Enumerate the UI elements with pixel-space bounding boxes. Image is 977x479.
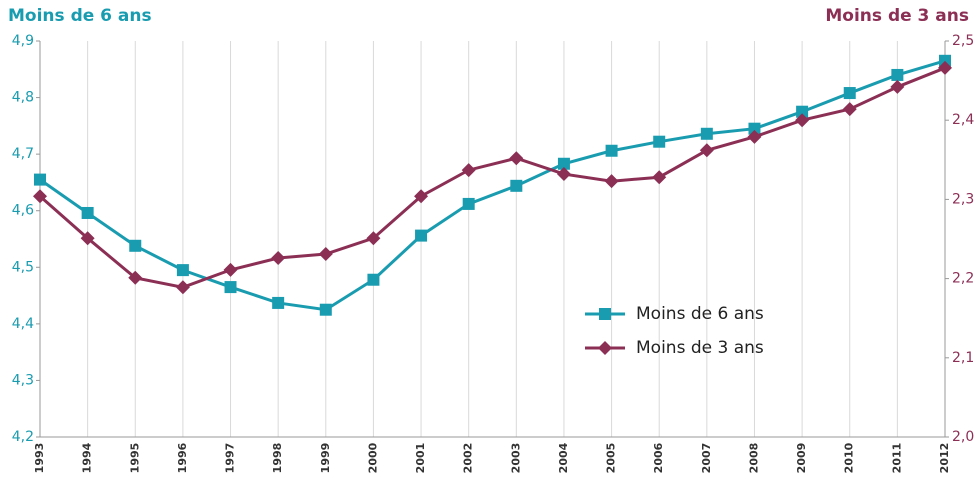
marker xyxy=(890,79,905,94)
legend-marker xyxy=(598,341,612,355)
marker xyxy=(175,280,190,295)
y2-axis-title: Moins de 3 ans xyxy=(825,6,969,26)
marker xyxy=(795,113,810,128)
y-axis-title: Moins de 6 ans xyxy=(8,6,152,26)
marker xyxy=(223,262,238,277)
marker xyxy=(462,197,475,210)
y2-tick-label: 2,4 xyxy=(952,112,974,128)
marker xyxy=(604,174,619,189)
y-tick-label: 4,2 xyxy=(12,429,34,445)
legend-label: Moins de 6 ans xyxy=(636,304,764,324)
marker xyxy=(271,251,286,266)
x-tick-label: 1998 xyxy=(271,443,284,474)
legend-label: Moins de 3 ans xyxy=(636,338,764,358)
marker xyxy=(366,231,381,246)
series-line xyxy=(39,66,946,289)
marker xyxy=(557,157,570,170)
y2-tick-label: 2,0 xyxy=(952,429,974,445)
marker xyxy=(80,231,95,246)
x-tick-label: 2000 xyxy=(366,442,379,473)
x-tick-label: 2002 xyxy=(462,443,475,474)
marker xyxy=(128,270,143,285)
marker xyxy=(748,122,761,135)
series-line xyxy=(39,59,946,312)
x-tick-label: 1993 xyxy=(33,443,46,474)
y-tick-label: 4,9 xyxy=(12,33,34,49)
marker xyxy=(842,102,857,117)
marker xyxy=(939,54,951,67)
marker xyxy=(605,144,618,157)
x-tick-label: 1994 xyxy=(81,442,94,473)
x-tick-label: 2012 xyxy=(938,443,951,474)
x-tick-label: 1995 xyxy=(128,443,141,474)
x-tick-label: 2009 xyxy=(795,443,808,474)
marker xyxy=(556,167,571,182)
y2-tick-label: 2,3 xyxy=(952,191,974,207)
marker xyxy=(129,239,142,252)
marker xyxy=(81,206,94,219)
marker xyxy=(796,105,809,118)
marker xyxy=(415,229,428,242)
marker xyxy=(938,60,952,75)
marker xyxy=(509,151,524,166)
x-tick-label: 2007 xyxy=(700,443,713,474)
x-tick-label: 2010 xyxy=(843,442,856,473)
y2-tick-label: 2,1 xyxy=(952,350,974,366)
y2-tick-label: 2,5 xyxy=(952,33,974,49)
x-tick-label: 2008 xyxy=(747,443,760,474)
marker xyxy=(700,127,713,140)
marker xyxy=(653,135,666,148)
marker xyxy=(319,303,332,316)
marker xyxy=(176,264,189,277)
marker xyxy=(318,247,333,262)
y2-tick-label: 2,2 xyxy=(952,271,974,287)
marker xyxy=(224,281,237,294)
marker xyxy=(33,189,47,204)
x-tick-label: 2011 xyxy=(890,443,903,474)
marker xyxy=(891,68,904,81)
marker xyxy=(747,129,762,144)
marker xyxy=(461,163,476,178)
x-tick-label: 2003 xyxy=(509,443,522,474)
y-tick-label: 4,4 xyxy=(12,316,34,332)
marker xyxy=(699,143,714,158)
y-tick-label: 4,3 xyxy=(12,372,34,388)
marker xyxy=(510,179,523,192)
x-tick-label: 1999 xyxy=(319,443,332,474)
x-tick-label: 2004 xyxy=(557,442,570,473)
marker xyxy=(272,296,285,309)
y-tick-label: 4,8 xyxy=(12,90,34,106)
x-tick-label: 2001 xyxy=(414,443,427,474)
marker xyxy=(652,170,667,185)
y-tick-label: 4,5 xyxy=(12,259,34,275)
x-tick-label: 1997 xyxy=(224,443,237,474)
x-tick-label: 2006 xyxy=(652,442,665,473)
marker xyxy=(34,173,46,186)
legend-marker xyxy=(599,308,611,320)
marker xyxy=(414,189,429,204)
x-tick-label: 1996 xyxy=(176,442,189,473)
legend: Moins de 6 ans Moins de 3 ans xyxy=(585,304,764,358)
y-tick-label: 4,6 xyxy=(12,203,34,219)
y-tick-label: 4,7 xyxy=(12,146,34,162)
marker xyxy=(843,87,856,100)
x-tick-label: 2005 xyxy=(605,443,618,474)
marker xyxy=(367,273,380,286)
